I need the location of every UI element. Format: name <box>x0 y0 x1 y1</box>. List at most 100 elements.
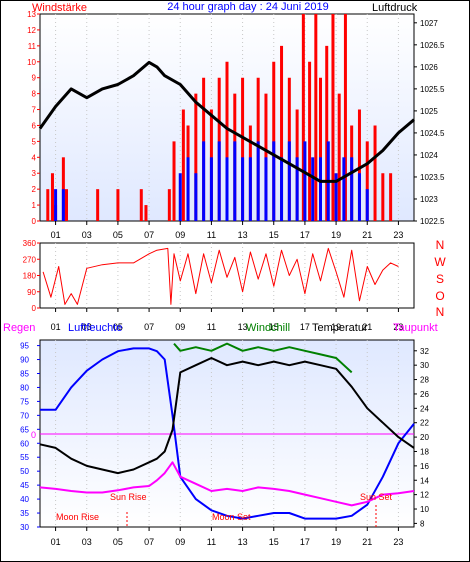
dewpoint-line <box>39 461 415 507</box>
y-tick-label: 22 <box>420 419 429 428</box>
y-tick-label: 24 <box>420 404 429 413</box>
windchill-label: Windchill <box>246 322 290 334</box>
y-tick-label: 1026 <box>420 63 438 72</box>
luftfeuchte-label: Luftfeuchte <box>68 322 122 334</box>
y-tick-label: 11 <box>28 42 37 51</box>
y-tick-label: 12 <box>420 491 429 500</box>
y-tick-label: 1024.5 <box>420 129 445 138</box>
x-tick-label: 23 <box>393 537 403 547</box>
y-tick-label: 28 <box>420 376 429 385</box>
x-tick-label: 01 <box>51 230 61 240</box>
y-tick-label: 60 <box>20 439 29 448</box>
direction-label: S <box>436 272 444 286</box>
luftdruck-label: Luftdruck <box>372 2 418 14</box>
y-tick-label: 55 <box>20 453 29 462</box>
x-tick-label: 15 <box>269 230 279 240</box>
y-tick-label: 13 <box>27 10 36 19</box>
y-tick-label: 18 <box>420 447 429 456</box>
y-tick-label: 2 <box>32 185 37 194</box>
y-tick-label: 16 <box>420 462 429 471</box>
y-tick-label: 30 <box>420 361 429 370</box>
x-tick-label: 11 <box>207 322 216 332</box>
y-tick-label: 1025.5 <box>420 85 445 94</box>
y-tick-label: 50 <box>20 467 29 476</box>
x-tick-label: 21 <box>362 537 372 547</box>
x-tick-label: 13 <box>238 230 248 240</box>
x-tick-label: 07 <box>144 322 154 332</box>
temperatur-label: Temperatur <box>312 322 368 334</box>
y-tick-label: 8 <box>420 519 425 528</box>
y-tick-label: 8 <box>32 90 37 99</box>
windchill-line <box>173 342 353 374</box>
rain-zero-label: 0 <box>31 430 36 440</box>
x-tick-label: 19 <box>331 230 341 240</box>
x-tick-label: 15 <box>269 537 279 547</box>
y-tick-label: 3 <box>32 169 37 178</box>
y-tick-label: 65 <box>20 425 29 434</box>
y-tick-label: 90 <box>27 288 36 297</box>
x-tick-label: 17 <box>300 537 310 547</box>
y-tick-label: 1024 <box>420 151 438 160</box>
y-tick-label: 4 <box>32 153 37 162</box>
y-tick-label: 6 <box>32 121 37 130</box>
y-tick-label: 45 <box>20 481 29 490</box>
y-tick-label: 1023 <box>420 195 438 204</box>
x-tick-label: 13 <box>238 322 248 332</box>
top-panel: 01 03 05 07 09 11 13 15 17 19 21 230123456789101112… <box>27 10 445 240</box>
y-tick-label: 7 <box>32 106 37 115</box>
bottom-panel: 01 03 05 07 09 11 13 15 17 19 21 23 30 35 40 45 50 55 60 65… <box>20 340 429 547</box>
taupunkt-label: Taupunkt <box>393 322 438 334</box>
y-tick-label: 90 <box>20 356 29 365</box>
x-tick-label: 11 <box>207 230 216 240</box>
middle-panel: 01 03 05 07 09 11 13 15 17 19 21 23 0 90 180 270 360 <box>23 239 404 332</box>
y-tick-label: 10 <box>420 505 429 514</box>
direction-label: N <box>436 238 445 252</box>
x-tick-label: 03 <box>82 230 92 240</box>
graph-title: 24 hour graph day : 24 Juni 2019 <box>167 1 328 13</box>
y-tick-label: 20 <box>420 433 429 442</box>
y-tick-label: 0 <box>32 217 37 226</box>
y-tick-label: 180 <box>23 272 37 281</box>
moon-rise-label: Moon Rise <box>56 512 99 522</box>
y-tick-label: 10 <box>27 58 36 67</box>
y-tick-label: 80 <box>20 383 29 392</box>
sun-rise-label: Sun Rise <box>110 492 147 502</box>
direction-label: W <box>434 255 446 269</box>
y-tick-label: 360 <box>23 239 37 248</box>
x-tick-label: 05 <box>113 322 123 332</box>
x-tick-label: 21 <box>362 322 372 332</box>
y-tick-label: 1023.5 <box>420 173 445 182</box>
y-tick-label: 5 <box>32 137 37 146</box>
x-tick-label: 11 <box>207 537 216 547</box>
x-tick-label: 03 <box>82 537 92 547</box>
y-tick-label: 85 <box>20 369 29 378</box>
x-tick-label: 01 <box>51 537 61 547</box>
y-tick-label: 1025 <box>420 107 438 116</box>
x-tick-label: 23 <box>393 322 403 332</box>
windstaerke-label: Windstärke <box>32 2 87 14</box>
direction-label: N <box>436 305 445 319</box>
y-tick-label: 9 <box>32 74 37 83</box>
y-tick-label: 270 <box>23 255 37 264</box>
temperature-line <box>39 357 415 475</box>
sun-set-label: Sun Set <box>360 492 393 502</box>
x-tick-label: 03 <box>82 322 92 332</box>
x-tick-label: 05 <box>113 537 123 547</box>
y-tick-label: 30 <box>20 523 29 532</box>
y-tick-label: 1026.5 <box>420 41 445 50</box>
y-tick-label: 35 <box>20 509 29 518</box>
x-tick-label: 05 <box>113 230 123 240</box>
x-tick-label: 01 <box>51 322 61 332</box>
x-tick-label: 17 <box>300 230 310 240</box>
y-tick-label: 40 <box>20 495 29 504</box>
y-tick-label: 12 <box>27 26 36 35</box>
wind-direction-line <box>42 247 399 305</box>
regen-label: Regen <box>3 322 35 334</box>
y-tick-label: 0 <box>32 304 37 313</box>
x-tick-label: 19 <box>331 537 341 547</box>
x-tick-label: 09 <box>175 322 185 332</box>
x-tick-label: 13 <box>238 537 248 547</box>
y-tick-label: 75 <box>20 397 29 406</box>
x-tick-label: 07 <box>144 230 154 240</box>
